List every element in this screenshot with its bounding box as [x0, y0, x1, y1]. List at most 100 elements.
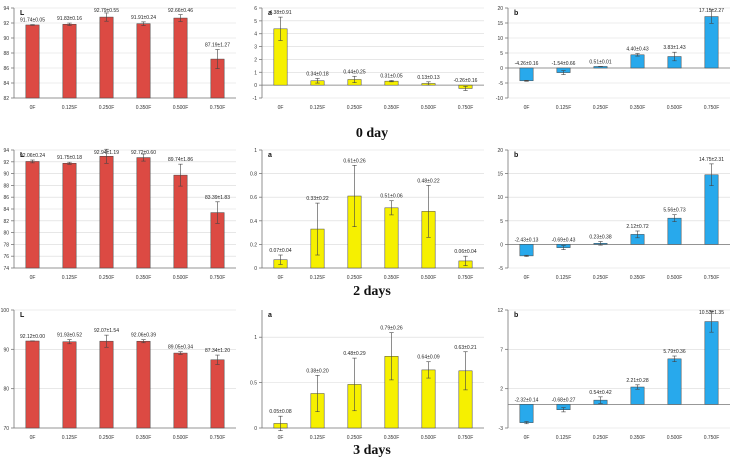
x-tick-label: 0.350F — [136, 275, 152, 281]
y-tick-label: 86 — [3, 195, 9, 201]
bar — [519, 67, 534, 82]
data-label: 17.15±2.27 — [699, 8, 724, 14]
data-label: -0.68±0.27 — [552, 397, 576, 403]
day-label-2days: 2 days — [353, 284, 391, 299]
y-tick-label: 86 — [3, 66, 9, 72]
data-label: 2.12±0.72 — [626, 224, 648, 230]
data-label: 0.64±0.09 — [417, 355, 439, 361]
x-tick-label: 0.750F — [210, 435, 226, 441]
bar — [99, 156, 114, 269]
x-tick-label: 0.750F — [458, 275, 474, 281]
day-label-0day: 0 day — [355, 126, 389, 141]
x-tick-label: 0.250F — [99, 105, 115, 111]
data-label: 92.12±0.00 — [20, 334, 45, 340]
y-tick-label: 100 — [1, 308, 10, 314]
data-label: 0.07±0.04 — [269, 248, 291, 254]
x-tick-label: 0.125F — [556, 105, 572, 111]
y-tick-label: 90 — [3, 172, 9, 178]
data-label: -1.54±0.66 — [552, 61, 576, 67]
x-tick-label: 0.250F — [593, 105, 609, 111]
x-tick-label: 0.125F — [310, 275, 326, 281]
data-label: 91.74±0.05 — [20, 18, 45, 24]
data-label: 92.07±1.54 — [94, 328, 119, 334]
x-tick-label: 0F — [278, 105, 284, 111]
bar — [667, 217, 682, 245]
data-label: -2.43±0.13 — [515, 237, 539, 243]
data-label: 14.75±2.31 — [699, 157, 724, 163]
data-label: -0.69±0.43 — [552, 237, 576, 243]
y-tick-label: 94 — [3, 148, 9, 154]
y-tick-label: 12 — [497, 308, 503, 314]
data-label: 4.40±0.43 — [626, 47, 648, 53]
data-label: 92.66±0.46 — [168, 8, 193, 14]
data-label: 91.75±0.18 — [57, 155, 82, 161]
bar — [519, 404, 534, 423]
bar — [136, 157, 151, 269]
panel-label: b — [514, 152, 518, 159]
data-label: 92.06±0.39 — [131, 333, 156, 339]
data-label: 0.05±0.08 — [269, 409, 291, 415]
data-label: 0.06±0.04 — [454, 249, 476, 255]
data-label: 0.79±0.26 — [380, 326, 402, 332]
y-tick-label: 90 — [3, 347, 9, 353]
x-tick-label: 0.250F — [99, 435, 115, 441]
bar — [667, 358, 682, 405]
data-label: 10.53±1.35 — [699, 310, 724, 316]
panel-label: a — [268, 312, 272, 319]
data-label: 0.54±0.42 — [589, 390, 611, 396]
bar — [630, 54, 645, 69]
y-tick-label: 88 — [3, 183, 9, 189]
y-tick-label: 82 — [3, 96, 9, 102]
y-tick-label: 0 — [500, 242, 503, 248]
data-label: 0.48±0.29 — [343, 351, 365, 357]
y-tick-label: 92 — [3, 160, 9, 166]
y-tick-label: 0.5 — [250, 381, 257, 387]
y-tick-label: 15 — [497, 172, 503, 178]
bar — [173, 352, 188, 429]
panel-label: a — [268, 10, 272, 17]
data-label: 0.38±0.20 — [306, 368, 328, 374]
data-label: 91.91±0.24 — [131, 15, 156, 21]
y-tick-label: 0 — [254, 266, 257, 272]
x-tick-label: 0.125F — [310, 435, 326, 441]
bar — [99, 340, 114, 429]
y-tick-label: 20 — [497, 148, 503, 154]
chart-2days-l: 74 76 78 80 82 84 86 88 90 92 94 L92.06±0.24 0F 91.75… — [3, 148, 236, 281]
y-tick-label: 0.4 — [250, 219, 257, 225]
y-tick-label: 5 — [254, 19, 257, 25]
x-tick-label: 0.750F — [704, 105, 720, 111]
chart-3days-b: -3 2 7 12 b -2.32±0.14 0F -0.68±0.27 0.125F 0.54±… — [497, 308, 730, 441]
chart-0day-l: 82 84 86 88 90 92 94 L91.74±0.05 0F 91.83±0.16 0.1… — [3, 6, 236, 111]
x-tick-label: 0.125F — [556, 275, 572, 281]
x-tick-label: 0.750F — [458, 105, 474, 111]
bar — [704, 16, 719, 69]
x-tick-label: 0F — [524, 275, 530, 281]
x-tick-label: 0.350F — [630, 435, 646, 441]
y-tick-label: 0.6 — [250, 195, 257, 201]
x-tick-label: 0F — [30, 105, 36, 111]
data-label: 4.38±0.91 — [269, 10, 291, 16]
x-tick-label: 0.125F — [62, 435, 78, 441]
bar — [421, 369, 436, 429]
x-tick-label: 0.500F — [421, 275, 437, 281]
bar — [630, 386, 645, 405]
data-label: 5.56±0.73 — [663, 208, 685, 214]
y-tick-label: 0 — [254, 426, 257, 432]
panel-label: L — [20, 10, 25, 17]
y-tick-label: 5 — [500, 219, 503, 225]
chart-2days-b: -5 0 5 10 15 20 b -2.43±0.13 0F -0.69±0.43 0.125F 0… — [497, 148, 730, 281]
y-tick-label: 88 — [3, 51, 9, 57]
y-tick-label: 5 — [500, 51, 503, 57]
bar — [62, 24, 77, 99]
data-label: 92.79±0.55 — [94, 8, 119, 14]
y-tick-label: -5 — [499, 81, 504, 87]
day-label-3days: 3 days — [353, 443, 391, 458]
x-tick-label: 0.250F — [347, 435, 363, 441]
y-tick-label: 90 — [3, 36, 9, 42]
bar — [173, 174, 188, 269]
data-label: 92.72±0.60 — [131, 150, 156, 156]
y-tick-label: 80 — [3, 387, 9, 393]
data-label: 0.44±0.25 — [343, 69, 365, 75]
x-tick-label: 0.250F — [99, 275, 115, 281]
chart-0day-b: -10 -5 0 5 10 15 20 b -4.26±0.16 0F -1.54±0.66 0.12… — [496, 6, 730, 111]
